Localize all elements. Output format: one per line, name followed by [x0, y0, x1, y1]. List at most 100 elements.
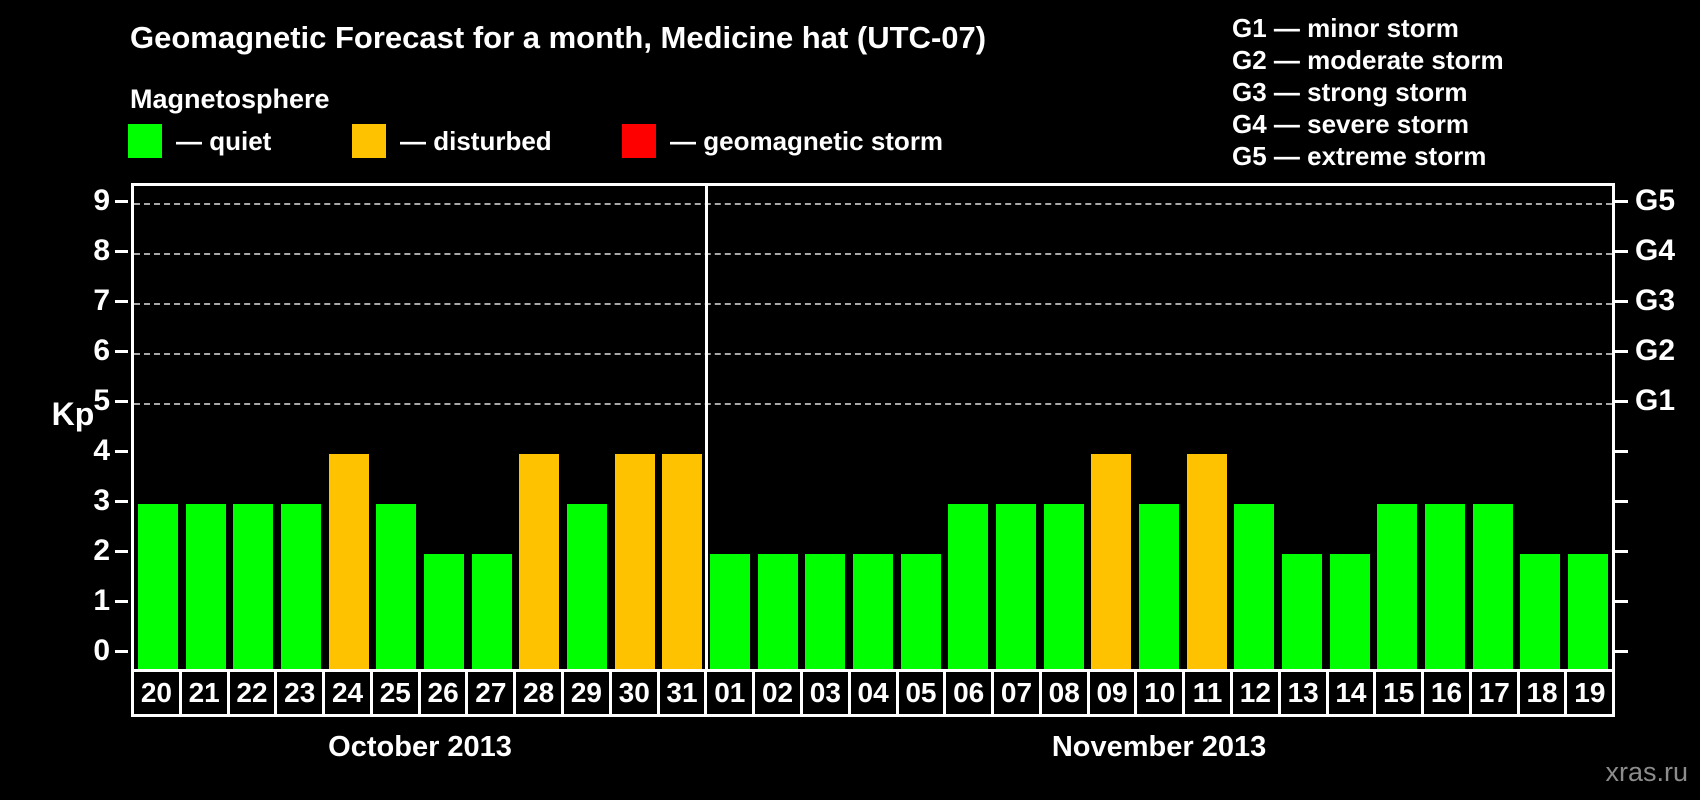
- y-axis-tick-label-0: 0: [93, 634, 110, 667]
- kp-bar-day-24: [328, 454, 369, 672]
- legend-item-quiet: — quiet: [128, 122, 271, 160]
- g1-legend-line: G1 — minor storm: [1232, 13, 1459, 43]
- kp-bar-day-27: [471, 554, 512, 672]
- xras-watermark: xras.ru: [1605, 757, 1688, 787]
- y-axis-tick-8: [115, 249, 128, 253]
- right-axis-tick-5: [1615, 399, 1628, 403]
- day-label-cell: 18: [1516, 672, 1565, 714]
- y-axis-tick-7: [115, 299, 128, 303]
- kp-bar-day-13: [1282, 554, 1323, 672]
- right-axis-tick-3: [1615, 499, 1628, 503]
- kp-bar-day-06: [948, 504, 989, 672]
- kp-bar-day-19: [1568, 554, 1609, 672]
- legend-label-disturbed: — disturbed: [400, 125, 552, 156]
- kp-bar-day-03: [805, 554, 846, 672]
- kp-bar-day-14: [1329, 554, 1370, 672]
- day-label-cell: 08: [1038, 672, 1087, 714]
- kp-bar-day-21: [185, 504, 226, 672]
- month-divider-line: [704, 186, 708, 672]
- day-label-cell: 19: [1564, 672, 1612, 714]
- right-axis-tick-7: [1615, 299, 1628, 303]
- day-label-cell: 02: [752, 672, 800, 714]
- gridline-kp-6: [134, 353, 1612, 355]
- kp-bar-day-18: [1520, 554, 1561, 672]
- g5-legend-line: G5 — extreme storm: [1232, 141, 1487, 171]
- kp-bar-day-15: [1377, 504, 1418, 672]
- kp-bar-day-26: [423, 554, 464, 672]
- y-axis-tick-label-7: 7: [93, 284, 110, 317]
- kp-bar-day-05: [900, 554, 941, 672]
- day-axis-row: 20 21 22 23 24 25 26 27 28 29 30 31 01 02 03 04 05 06 07 08…: [131, 669, 1615, 717]
- legend-item-storm: — geomagnetic storm: [622, 122, 943, 160]
- right-axis-label-g4: G4: [1635, 234, 1676, 267]
- y-axis-tick-label-4: 4: [93, 434, 110, 467]
- y-axis-tick-0: [115, 649, 128, 653]
- day-label-cell: 15: [1373, 672, 1421, 714]
- kp-bar-day-17: [1472, 504, 1513, 672]
- disturbed-color-swatch: [352, 124, 386, 158]
- day-label-cell: 07: [991, 672, 1039, 714]
- day-label-cell: 25: [369, 672, 418, 714]
- gridline-kp-8: [134, 253, 1612, 255]
- y-axis-tick-label-8: 8: [93, 234, 110, 267]
- kp-bar-day-29: [566, 504, 607, 672]
- kp-bar-day-04: [853, 554, 893, 672]
- y-axis-tick-2: [115, 549, 128, 553]
- day-label-cell: 29: [561, 672, 609, 714]
- day-label-cell: 03: [799, 672, 848, 714]
- day-label-cell: 24: [322, 672, 370, 714]
- kp-bar-day-08: [1043, 504, 1084, 672]
- y-axis-tick-4: [115, 449, 128, 453]
- y-axis-tick-5: [115, 399, 128, 403]
- g3-legend-line: G3 — strong storm: [1232, 77, 1468, 107]
- y-axis-tick-label-3: 3: [93, 484, 110, 517]
- day-label-cell: 06: [943, 672, 991, 714]
- day-label-cell: 22: [226, 672, 275, 714]
- day-label-cell: 23: [274, 672, 322, 714]
- kp-bar-day-02: [757, 554, 798, 672]
- g4-legend-line: G4 — severe storm: [1232, 109, 1470, 139]
- right-axis-label-g5: G5: [1635, 184, 1676, 217]
- month-label-0: October 2013: [328, 731, 512, 763]
- day-label-cell: 26: [417, 672, 466, 714]
- kp-bar-day-25: [376, 504, 417, 672]
- day-label-cell: 20: [140, 677, 172, 708]
- gridline-kp-7: [134, 303, 1612, 305]
- y-axis-tick-3: [115, 499, 128, 503]
- right-axis-tick-8: [1615, 249, 1628, 253]
- y-axis-tick-label-1: 1: [93, 584, 110, 617]
- y-axis-label-kp: Kp: [51, 396, 95, 432]
- right-axis-label-g2: G2: [1635, 334, 1676, 367]
- y-axis-tick-6: [115, 349, 128, 353]
- y-axis-tick-label-2: 2: [93, 534, 110, 567]
- day-label-cell: 21: [178, 672, 227, 714]
- right-axis-tick-4: [1615, 449, 1628, 453]
- y-axis-tick-9: [115, 199, 128, 203]
- magnetosphere-label: Magnetosphere: [130, 84, 330, 114]
- day-label-cell: 14: [1325, 672, 1374, 714]
- y-axis-tick-label-9: 9: [93, 184, 110, 217]
- kp-bar-day-31: [662, 454, 703, 672]
- quiet-color-swatch: [128, 124, 162, 158]
- gridline-kp-9: [134, 203, 1612, 205]
- kp-bar-chart-plot-area: [131, 183, 1615, 672]
- right-axis-tick-9: [1615, 199, 1628, 203]
- day-label-cell: 30: [608, 672, 657, 714]
- day-label-cell: 09: [1086, 672, 1135, 714]
- legend-item-disturbed: — disturbed: [352, 122, 552, 160]
- kp-bar-day-12: [1234, 504, 1275, 672]
- month-label-1: November 2013: [1051, 731, 1267, 763]
- storm-color-swatch: [622, 124, 656, 158]
- day-label-cell: 28: [513, 672, 561, 714]
- right-axis-tick-2: [1615, 549, 1628, 553]
- day-label-cell: 16: [1421, 672, 1469, 714]
- kp-bar-day-22: [233, 504, 274, 672]
- right-axis-tick-1: [1615, 599, 1628, 603]
- kp-bar-day-28: [519, 454, 560, 672]
- legend-label-quiet: — quiet: [176, 125, 272, 156]
- day-label-cell: 01: [704, 672, 752, 714]
- right-axis-tick-6: [1615, 349, 1628, 353]
- y-axis-tick-1: [115, 599, 128, 603]
- kp-bar-day-30: [614, 454, 655, 672]
